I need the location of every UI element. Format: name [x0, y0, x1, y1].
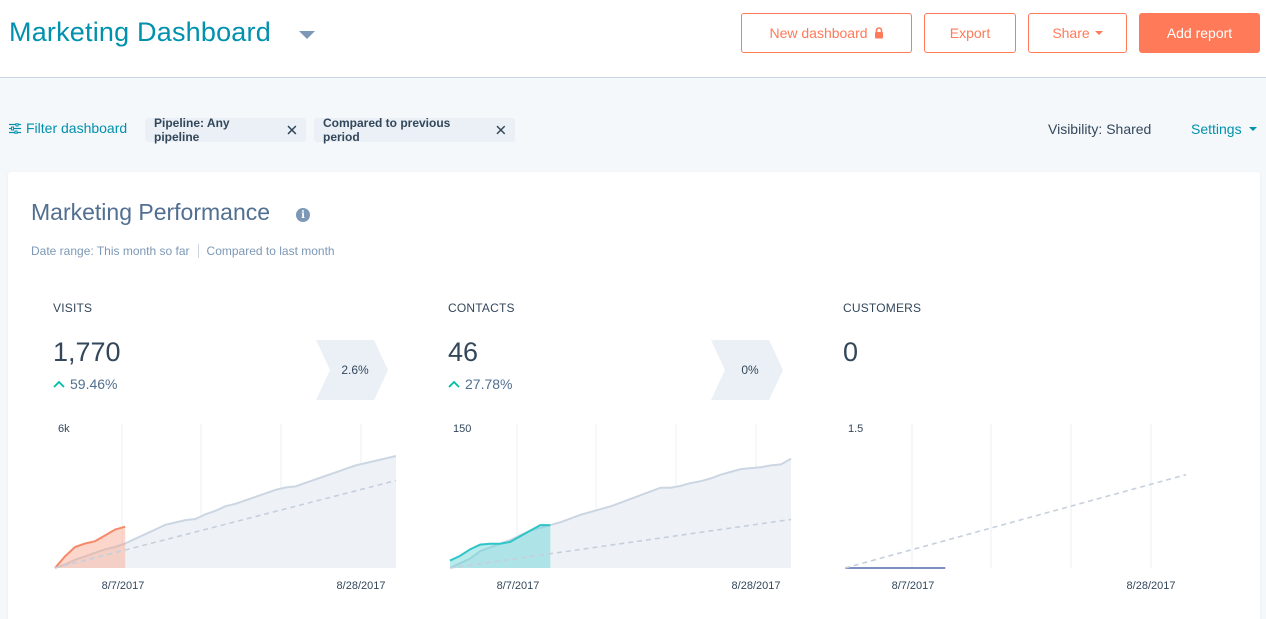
visibility-value: Shared — [1106, 121, 1152, 137]
metric-change: 59.46% — [53, 376, 117, 392]
current-period-line — [54, 525, 126, 569]
add-report-label: Add report — [1166, 25, 1233, 41]
report-title: Marketing Performance — [31, 199, 271, 225]
divider — [197, 244, 199, 258]
filter-bar: Filter dashboard Pipeline: Any pipeline … — [0, 108, 1266, 152]
compared-to-label: Compared to last month — [206, 244, 335, 258]
filter-chip-pipeline: Pipeline: Any pipeline — [145, 116, 306, 144]
x-tick-label: 8/28/2017 — [337, 580, 386, 592]
dashboard-switcher-caret-icon[interactable] — [299, 31, 315, 39]
metric-visits: VISITS 1,770 59.46% 6k 8/7/2017 8/28/2017 — [53, 172, 448, 619]
filter-chip-label: Compared to previous period — [323, 116, 451, 144]
visits-chart: 6k 8/7/2017 8/28/2017 — [54, 424, 397, 592]
new-dashboard-button[interactable]: New dashboard — [741, 13, 912, 53]
up-arrow-icon — [448, 380, 460, 388]
filter-chip-label: Pipeline: Any pipeline — [154, 116, 230, 144]
filter-sliders-icon — [9, 122, 21, 134]
metric-label: VISITS — [53, 301, 93, 315]
new-dashboard-label: New dashboard — [769, 25, 868, 41]
previous-period-line — [449, 457, 792, 569]
x-tick-label: 8/7/2017 — [892, 580, 935, 592]
visibility-status: Visibility: Shared — [1048, 121, 1151, 137]
metric-change-value: 27.78% — [465, 376, 513, 392]
trend-line — [54, 479, 397, 569]
metric-label: CONTACTS — [448, 301, 515, 315]
add-report-button[interactable]: Add report — [1139, 13, 1260, 53]
metric-contacts: CONTACTS 46 27.78% 150 8/7/2017 8/28/2017 — [448, 172, 843, 619]
contacts-chart: 150 8/7/2017 8/28/2017 — [449, 424, 792, 592]
info-icon[interactable]: i — [296, 208, 310, 222]
close-icon[interactable] — [287, 125, 297, 135]
current-period-area — [55, 526, 126, 568]
metric-change: 27.78% — [448, 376, 512, 392]
conversion-rate-visits-to-contacts: 2.6% — [316, 340, 388, 400]
export-button[interactable]: Export — [924, 13, 1016, 53]
settings-dropdown[interactable]: Settings — [1191, 121, 1257, 137]
metric-value: 1,770 — [53, 337, 121, 367]
current-period-line — [449, 524, 551, 562]
conversion-rate-value: 0% — [741, 363, 759, 377]
metric-value: 0 — [843, 337, 859, 367]
lock-icon — [874, 27, 883, 39]
trend-line — [844, 473, 1187, 569]
conversion-arrow-shape — [711, 340, 783, 400]
share-label: Share — [1052, 25, 1090, 41]
metric-value: 46 — [448, 337, 479, 367]
previous-period-area — [55, 456, 396, 568]
x-tick-label: 8/7/2017 — [102, 580, 145, 592]
x-tick-label: 8/28/2017 — [1127, 580, 1176, 592]
previous-period-area — [450, 458, 791, 568]
top-bar: Marketing Dashboard New dashboard Export… — [0, 0, 1266, 78]
filter-chip-comparison: Compared to previous period — [314, 116, 515, 144]
customers-chart: 1.5 8/7/2017 8/28/2017 — [844, 424, 1187, 592]
y-tick-label: 6k — [58, 424, 70, 435]
x-tick-label: 8/7/2017 — [497, 580, 540, 592]
metric-label: CUSTOMERS — [843, 301, 922, 315]
y-tick-label: 1.5 — [848, 424, 863, 435]
conversion-rate-contacts-to-customers: 0% — [711, 340, 783, 400]
trend-line — [449, 518, 792, 569]
dashboard-title[interactable]: Marketing Dashboard — [9, 17, 271, 47]
metric-customers: CUSTOMERS 0 1.5 8/7/2017 8/28/2017 — [843, 172, 1238, 619]
filter-dashboard-label: Filter dashboard — [26, 120, 128, 136]
export-label: Export — [949, 25, 991, 41]
conversion-rate-value: 2.6% — [341, 363, 369, 377]
filter-dashboard-link[interactable]: Filter dashboard — [9, 120, 127, 136]
chevron-down-icon — [1248, 127, 1257, 131]
close-icon[interactable] — [496, 125, 506, 135]
chevron-down-icon — [1094, 31, 1103, 35]
share-button[interactable]: Share — [1028, 13, 1127, 53]
up-arrow-icon — [53, 380, 65, 388]
marketing-performance-card: Marketing Performance i Date range: This… — [8, 172, 1260, 619]
settings-label: Settings — [1191, 121, 1242, 137]
x-tick-label: 8/28/2017 — [732, 580, 781, 592]
current-period-area — [450, 525, 551, 568]
metric-change-value: 59.46% — [70, 376, 118, 392]
visibility-label: Visibility: — [1048, 121, 1103, 137]
date-range-info: Date range: This month so far Compared t… — [31, 244, 335, 258]
previous-period-line — [54, 455, 397, 569]
date-range-label: Date range: This month so far — [31, 244, 190, 258]
conversion-arrow-shape — [316, 340, 388, 400]
y-tick-label: 150 — [453, 424, 471, 435]
